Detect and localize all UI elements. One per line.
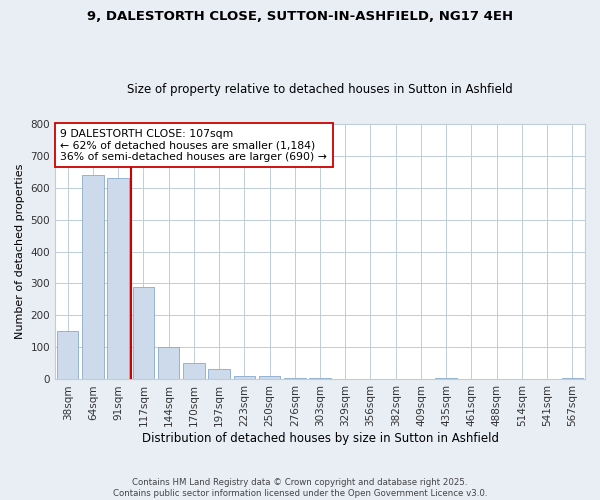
Text: 9 DALESTORTH CLOSE: 107sqm
← 62% of detached houses are smaller (1,184)
36% of s: 9 DALESTORTH CLOSE: 107sqm ← 62% of deta… xyxy=(61,128,327,162)
Bar xyxy=(133,286,154,380)
Bar xyxy=(208,369,230,380)
Bar xyxy=(183,364,205,380)
Text: 9, DALESTORTH CLOSE, SUTTON-IN-ASHFIELD, NG17 4EH: 9, DALESTORTH CLOSE, SUTTON-IN-ASHFIELD,… xyxy=(87,10,513,23)
Bar xyxy=(309,378,331,380)
Y-axis label: Number of detached properties: Number of detached properties xyxy=(15,164,25,339)
Bar xyxy=(57,332,79,380)
Title: Size of property relative to detached houses in Sutton in Ashfield: Size of property relative to detached ho… xyxy=(127,83,513,96)
Bar xyxy=(259,376,280,380)
Text: Contains HM Land Registry data © Crown copyright and database right 2025.
Contai: Contains HM Land Registry data © Crown c… xyxy=(113,478,487,498)
Bar xyxy=(107,178,129,380)
Bar xyxy=(562,378,583,380)
X-axis label: Distribution of detached houses by size in Sutton in Ashfield: Distribution of detached houses by size … xyxy=(142,432,499,445)
Bar xyxy=(436,378,457,380)
Bar xyxy=(158,346,179,380)
Bar xyxy=(82,176,104,380)
Bar xyxy=(284,378,305,380)
Bar xyxy=(233,376,255,380)
